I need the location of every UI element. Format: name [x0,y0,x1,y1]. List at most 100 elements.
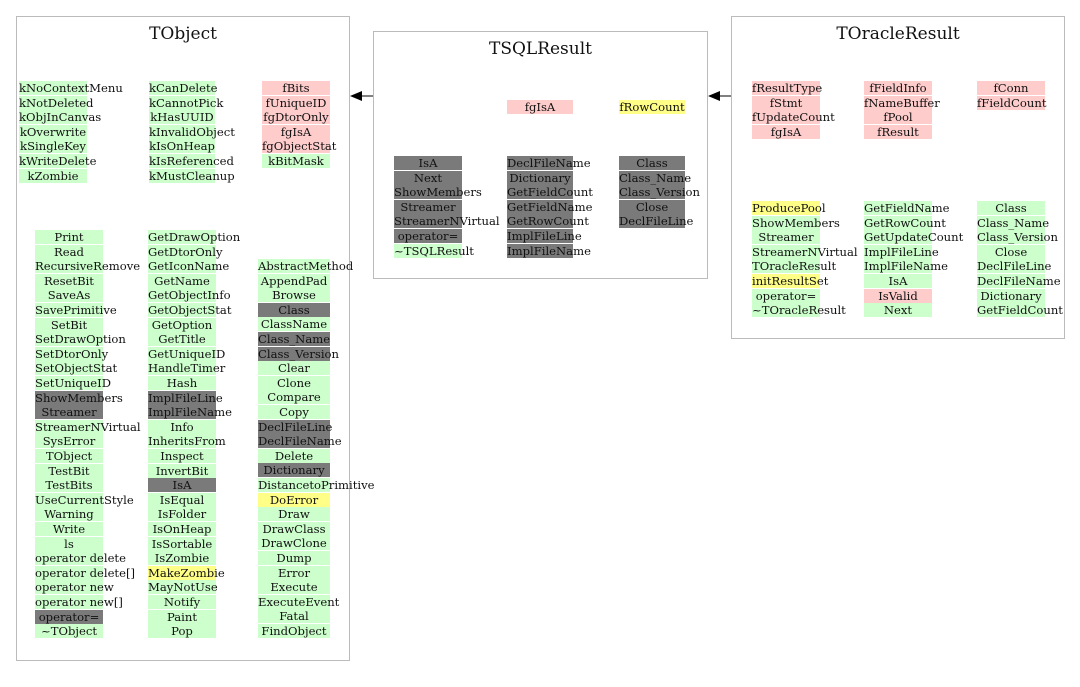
tobject-member-write: Write [35,522,103,536]
tobject-member-kcandelete: kCanDelete [149,81,218,95]
toracleresult-member-isa: IsA [864,274,932,288]
tsqlresult-member-streamer: Streamer [394,199,462,214]
tobject-member-kobjincanvas: kObjInCanvas [19,110,102,125]
toracleresult-member-fpool: fPool [864,110,932,125]
toracleresult-member-fgisa: fgIsA [752,124,820,139]
tobject-member-iszombie: IsZombie [148,551,216,566]
toracleresult-member-fupdatecount: fUpdateCount [752,110,835,125]
arrow-toracleresult-to-tsqlresult [708,91,731,101]
toracleresult-member-class-name: Class_Name [977,215,1050,230]
tobject-member-streamer: Streamer [35,405,103,420]
tobject-member-findobject: FindObject [258,624,330,638]
tobject-member-error: Error [258,565,330,580]
class-title-toracleresult: TOracleResult [836,24,960,44]
tobject-member-getobjectstat: GetObjectStat [148,303,232,317]
tobject-member-testbit: TestBit [35,463,103,478]
tobject-member-kzombie: kZombie [19,168,87,183]
tobject-member-tobject: TObject [35,449,103,463]
tsqlresult-member-operator: operator= [394,229,462,243]
tobject-member-isequal: IsEqual [148,492,216,507]
tobject-member-syserror: SysError [35,434,103,449]
class-title-tobject: TObject [149,24,217,44]
tobject-member-showmembers: ShowMembers [35,390,123,405]
tobject-member-inspect: Inspect [148,449,216,463]
tobject-member-executeevent: ExecuteEvent [258,594,340,609]
class-title-tsqlresult: TSQLResult [488,39,592,59]
tsqlresult-member-class: Class [619,156,685,170]
tobject-member-tobject: ~TObject [35,624,103,639]
tobject-member-browse: Browse [258,288,330,303]
tsqlresult-member-declfileline: DeclFileLine [619,214,694,229]
toracleresult-member-fconn: fConn [977,81,1045,95]
tobject-member-print: Print [35,230,103,244]
tobject-member-resetbit: ResetBit [35,273,103,288]
toracleresult-member-ffieldcount: fFieldCount [977,95,1047,110]
toracleresult-member-implfilename: ImplFileName [864,259,948,274]
tsqlresult-member-dictionary: Dictionary [507,170,573,185]
tobject-member-doerror: DoError [258,492,330,507]
tobject-member-operator-new: operator new [35,580,114,595]
toracleresult-member-declfileline: DeclFileLine [977,259,1052,274]
tobject-member-drawclone: DrawClone [258,536,330,551]
tobject-member-abstractmethod: AbstractMethod [258,259,354,273]
toracleresult-member-declfilename: DeclFileName [977,274,1061,288]
tobject-member-clear: Clear [258,361,330,376]
toracleresult-member-producepool: ProducePool [752,201,826,215]
tobject-member-getuniqueid: GetUniqueID [148,346,226,361]
tobject-member-info: Info [148,419,216,434]
tsqlresult-member-class-name: Class_Name [619,170,692,185]
tobject-member-implfilename: ImplFileName [148,405,232,420]
toracleresult-member-initresultset: initResultSet [752,274,829,288]
tsqlresult-member-getfieldname: GetFieldName [507,199,593,214]
tsqlresult-member-declfilename: DeclFileName [507,156,591,170]
toracleresult-member-streamer: Streamer [752,230,820,245]
class-box-tsqlresult: TSQLResult fgIsA fRowCount IsA Next ShowMe… [373,31,708,279]
toracleresult-member-showmembers: ShowMembers [752,215,840,230]
tsqlresult-member-fgisa: fgIsA [507,100,573,114]
tsqlresult-member-frowcount: fRowCount [619,100,685,114]
tobject-member-kbitmask: kBitMask [262,154,330,168]
tsqlresult-member-getrowcount: GetRowCount [507,214,589,229]
toracleresult-member-close: Close [977,244,1045,259]
tobject-member-classname: ClassName [258,317,330,332]
toracleresult-member-ffieldinfo: fFieldInfo [864,81,932,95]
tobject-member-fbits: fBits [262,81,330,95]
tobject-member-isonheap: IsOnHeap [148,522,216,536]
tobject-member-ls: ls [35,536,103,551]
toracleresult-member-getrowcount: GetRowCount [864,215,946,230]
tobject-member-setuniqueid: SetUniqueID [35,376,112,390]
tsqlresult-member-class-version: Class_Version [619,185,701,200]
tobject-member-kmustcleanup: kMustCleanup [149,168,235,183]
tobject-member-warning: Warning [35,507,103,522]
toracleresult-member-fstmt: fStmt [752,95,820,110]
toracleresult-member-implfileline: ImplFileLine [864,244,939,259]
tobject-member-getdtoronly: GetDtorOnly [148,244,223,259]
class-box-tobject: TObject kNoContextMenu kNotDeleted kObjInC… [16,16,375,661]
tobject-member-operator-new: operator new[] [35,595,123,609]
toracleresult-member-getfieldcount: GetFieldCount [977,303,1063,318]
tobject-member-paint: Paint [148,609,216,624]
tobject-member-fgobjectstat: fgObjectStat [262,139,337,154]
arrow-tsqlresult-to-tobject [350,91,373,101]
tobject-member-notify: Notify [148,595,216,609]
tsqlresult-member-getfieldcount: GetFieldCount [507,185,593,200]
tobject-member-testbits: TestBits [35,478,103,493]
tobject-member-kisonheap: kIsOnHeap [149,139,215,154]
tobject-member-implfileline: ImplFileLine [148,390,223,405]
toracleresult-member-isvalid: IsValid [864,288,932,303]
tobject-member-issortable: IsSortable [148,536,216,551]
tobject-member-dictionary: Dictionary [258,463,330,478]
tobject-member-setobjectstat: SetObjectStat [35,361,118,376]
tobject-member-knotdeleted: kNotDeleted [19,95,94,110]
tobject-member-fatal: Fatal [258,609,330,624]
class-box-toracleresult: TOracleResult fResultType fStmt fUpdateCou… [731,16,1065,339]
tobject-member-class: Class [258,302,330,317]
tobject-member-clone: Clone [258,375,330,390]
tobject-member-fgisa: fgIsA [262,124,330,139]
tobject-member-drawclass: DrawClass [258,521,330,536]
tsqlresult-member-implfilename: ImplFileName [507,243,591,258]
tobject-member-appendpad: AppendPad [258,273,330,288]
tsqlresult-member-close: Close [619,199,685,214]
tobject-member-khasuuid: kHasUUID [149,110,215,125]
